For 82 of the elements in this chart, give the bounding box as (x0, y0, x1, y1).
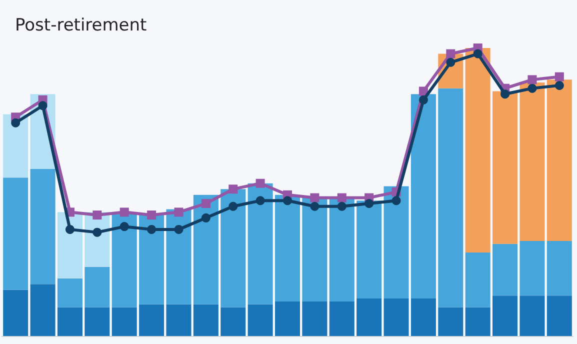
bar (465, 48, 490, 252)
bar (410, 298, 436, 336)
point (446, 58, 456, 67)
point (120, 222, 129, 232)
bar (30, 284, 56, 336)
bar (112, 212, 137, 308)
point (201, 213, 210, 222)
point (65, 224, 74, 234)
point (337, 202, 346, 211)
bar (57, 278, 82, 308)
bar (520, 296, 545, 336)
point (418, 95, 428, 104)
bar (465, 307, 490, 336)
point (337, 193, 346, 202)
bar (274, 194, 300, 302)
bar (520, 240, 545, 296)
bar (438, 88, 464, 308)
bar (3, 290, 28, 336)
point (310, 193, 320, 202)
point (528, 75, 537, 84)
point (473, 49, 482, 58)
bar (410, 94, 436, 299)
bar (112, 307, 137, 336)
bar (438, 307, 464, 336)
bar (248, 304, 273, 336)
point (500, 90, 510, 99)
point (256, 178, 265, 188)
bar (139, 215, 164, 304)
point (120, 208, 129, 217)
bar (3, 114, 28, 178)
bar (356, 298, 382, 336)
point (446, 49, 456, 58)
bar (492, 91, 518, 244)
bar (84, 266, 110, 308)
point (283, 196, 292, 206)
point (92, 210, 102, 220)
bar (329, 301, 354, 336)
bar (139, 304, 164, 336)
bar (465, 252, 490, 308)
bar (546, 80, 572, 241)
bar (356, 200, 382, 299)
point (201, 199, 210, 208)
chart-title: Post-retirement (15, 16, 148, 36)
bar (302, 301, 328, 336)
bar (520, 82, 545, 241)
point (147, 210, 156, 220)
point (147, 224, 156, 234)
bar (57, 307, 82, 336)
point (174, 224, 184, 234)
bar (546, 240, 572, 296)
bar (384, 298, 409, 336)
point (256, 196, 265, 206)
point (38, 101, 48, 110)
point (174, 208, 184, 217)
bar (30, 168, 56, 284)
bar (384, 186, 409, 299)
bar (220, 189, 246, 308)
point (92, 228, 102, 237)
point (528, 84, 537, 93)
bar (166, 209, 192, 304)
point (11, 118, 20, 128)
point (364, 199, 374, 208)
bar (546, 296, 572, 336)
bar (492, 244, 518, 296)
bar (193, 304, 218, 336)
point (418, 86, 428, 96)
bar (193, 194, 218, 304)
bar (302, 198, 328, 302)
bar (220, 307, 246, 336)
point (554, 80, 564, 90)
bar (84, 307, 110, 336)
bar (274, 301, 300, 336)
point (392, 196, 401, 206)
bar (492, 296, 518, 336)
point (228, 202, 238, 211)
point (554, 72, 564, 82)
bar (166, 304, 192, 336)
bar (329, 198, 354, 302)
point (228, 184, 238, 194)
point (310, 202, 320, 211)
bar (3, 178, 28, 290)
bar (248, 183, 273, 304)
